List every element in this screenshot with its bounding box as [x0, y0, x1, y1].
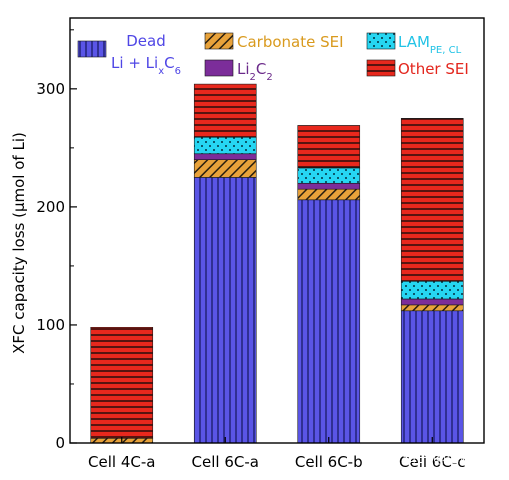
bar-segment-carbonate-3	[400, 304, 464, 312]
x-tick-label: Cell 4C-a	[88, 453, 155, 471]
axes: Cell 4C-a Cell 6C-a Cell 6C-b Cell 6C-c 0 100…	[36, 17, 485, 471]
bar-segment-carbonate-2	[297, 188, 361, 201]
x-tick-label: Cell 6C-b	[295, 453, 363, 471]
y-tick-label: 200	[36, 198, 65, 216]
y-tick-label: 0	[55, 434, 65, 452]
legend-swatch-dead	[77, 40, 107, 58]
legend-label-other: Other SEI	[398, 60, 469, 78]
legend-swatch-lam	[366, 32, 396, 50]
bar-segment-other-2	[297, 125, 361, 169]
bar-segment-dead-1	[193, 177, 257, 444]
bar-segment-carbonate-1	[193, 159, 257, 178]
x-tick-label: Cell 6C-c	[399, 453, 465, 471]
x-tick-label: Cell 6C-a	[192, 453, 259, 471]
legend: Dead Li + LixC6 Carbonate SEI Li2C2 LAMPE, C…	[77, 32, 469, 83]
bar-segment-lam-3	[400, 280, 464, 300]
legend-label-lam: LAMPE, CL	[398, 33, 462, 56]
legend-label-dead-line2: Li + LixC6	[111, 54, 181, 77]
legend-label-li2c2: Li2C2	[237, 60, 273, 83]
bar-segment-other-0	[90, 327, 154, 439]
watermark: 知乎 @电源学人	[403, 450, 498, 466]
bar-segment-li2c2-3	[400, 298, 464, 306]
legend-label-carbonate: Carbonate SEI	[237, 33, 344, 51]
legend-swatch-other	[366, 59, 396, 77]
plot-frame	[69, 17, 485, 444]
bar-segment-li2c2-2	[297, 182, 361, 190]
bar-segment-other-1	[193, 83, 257, 138]
bar-segment-li2c2-1	[193, 153, 257, 160]
bar-segment-dead-3	[400, 310, 464, 444]
bars-layer	[90, 83, 464, 444]
bar-segment-lam-2	[297, 167, 361, 184]
bar-segment-other-3	[400, 118, 464, 282]
bar-segment-lam-1	[193, 136, 257, 155]
y-tick-label: 100	[36, 316, 65, 334]
y-tick-label: 300	[36, 80, 65, 98]
legend-label-dead-line1: Dead	[126, 32, 166, 50]
legend-swatch-carbonate	[204, 32, 234, 50]
y-axis-label: XFC capacity loss (μmol of Li)	[10, 132, 28, 354]
bar-segment-dead-2	[297, 199, 361, 444]
legend-swatch-li2c2	[204, 59, 234, 77]
